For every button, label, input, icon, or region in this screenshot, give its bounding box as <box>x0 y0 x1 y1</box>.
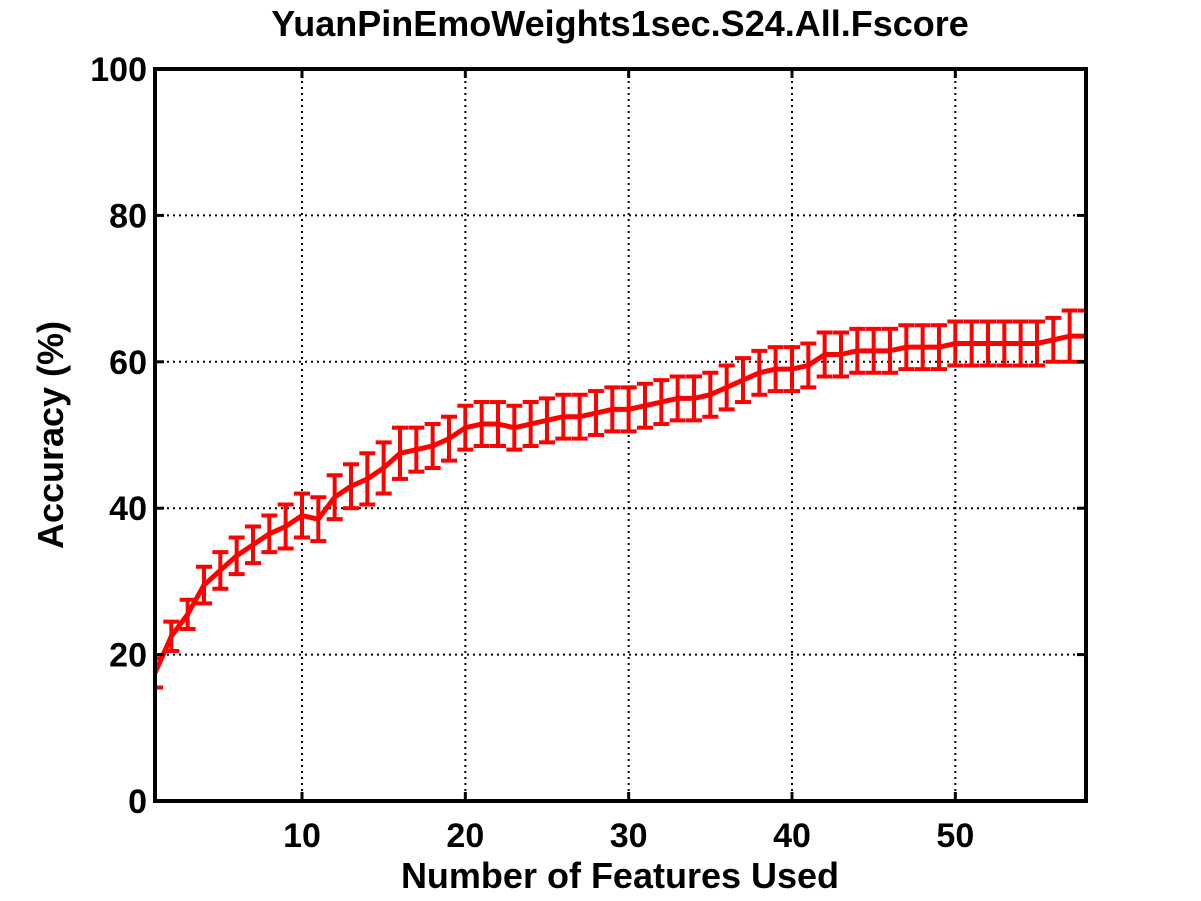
error-bar <box>898 323 915 372</box>
y-axis-label: Accuracy (%) <box>30 321 71 549</box>
error-bar <box>539 396 555 445</box>
x-tick-label: 30 <box>610 817 648 855</box>
y-tick-label: 80 <box>109 197 147 235</box>
plot-frame <box>153 67 1088 803</box>
error-bar <box>212 550 229 591</box>
error-bar <box>1061 308 1078 364</box>
error-bar <box>294 491 310 540</box>
grid <box>155 69 1086 801</box>
error-bar <box>800 341 817 390</box>
error-bar <box>392 425 408 481</box>
error-bar <box>261 513 278 555</box>
error-bar <box>375 440 392 496</box>
error-bar <box>604 385 621 434</box>
error-bar <box>751 348 768 397</box>
error-bar <box>571 392 588 441</box>
error-bar <box>228 535 245 577</box>
error-bar <box>686 374 702 423</box>
error-bar <box>914 323 931 372</box>
ticks: 10 20 30 40 50 0 20 40 60 80 100 <box>90 51 1086 855</box>
error-bar <box>424 422 441 470</box>
y-tick-label: 60 <box>109 344 147 382</box>
error-bar <box>947 319 964 368</box>
y-tick-label: 40 <box>109 490 147 528</box>
error-bar <box>865 326 882 375</box>
error-bar <box>457 403 474 452</box>
error-bar <box>849 326 866 375</box>
error-bar <box>931 323 947 372</box>
error-bar <box>980 319 996 368</box>
x-tick-label: 20 <box>446 817 484 855</box>
error-bar <box>1012 319 1029 368</box>
error-bar <box>882 326 898 375</box>
x-tick-label: 50 <box>936 817 974 855</box>
error-bar <box>669 374 686 423</box>
error-bar <box>833 330 849 379</box>
series-line <box>152 333 1086 674</box>
error-bar <box>555 392 572 441</box>
error-bar <box>163 619 180 653</box>
x-axis-label: Number of Features Used <box>401 855 839 896</box>
series-layer <box>152 308 1088 690</box>
error-bar <box>343 462 359 511</box>
error-bar <box>490 400 506 448</box>
error-bar <box>179 597 196 631</box>
error-bar <box>441 414 457 463</box>
error-bar <box>816 330 833 379</box>
x-tick-label: 10 <box>283 817 321 855</box>
error-bar <box>653 378 670 427</box>
error-bar <box>245 524 261 566</box>
error-bar <box>326 473 343 522</box>
error-bar <box>359 451 376 507</box>
error-bar <box>588 389 604 437</box>
error-bar <box>1045 315 1062 364</box>
y-tick-label: 100 <box>90 51 147 89</box>
error-bar <box>963 319 980 368</box>
error-bar <box>408 425 425 474</box>
error-bar <box>996 319 1013 368</box>
error-bar <box>277 502 294 551</box>
error-bar <box>767 345 784 394</box>
error-bar <box>1029 319 1045 368</box>
error-bar <box>473 400 490 448</box>
error-bar <box>506 403 523 452</box>
error-bar <box>620 385 637 434</box>
error-bar <box>735 356 751 405</box>
y-tick-label: 20 <box>109 637 147 675</box>
chart-title: YuanPinEmoWeights1sec.S24.All.Fscore <box>271 3 969 44</box>
x-tick-label: 40 <box>773 817 811 855</box>
error-bar <box>310 495 327 544</box>
error-bar <box>702 370 719 419</box>
error-bar <box>196 564 212 606</box>
y-tick-label: 0 <box>128 783 147 821</box>
error-bar <box>522 400 539 448</box>
error-bar <box>718 363 735 412</box>
error-bar <box>784 345 800 394</box>
error-bar <box>637 381 653 430</box>
